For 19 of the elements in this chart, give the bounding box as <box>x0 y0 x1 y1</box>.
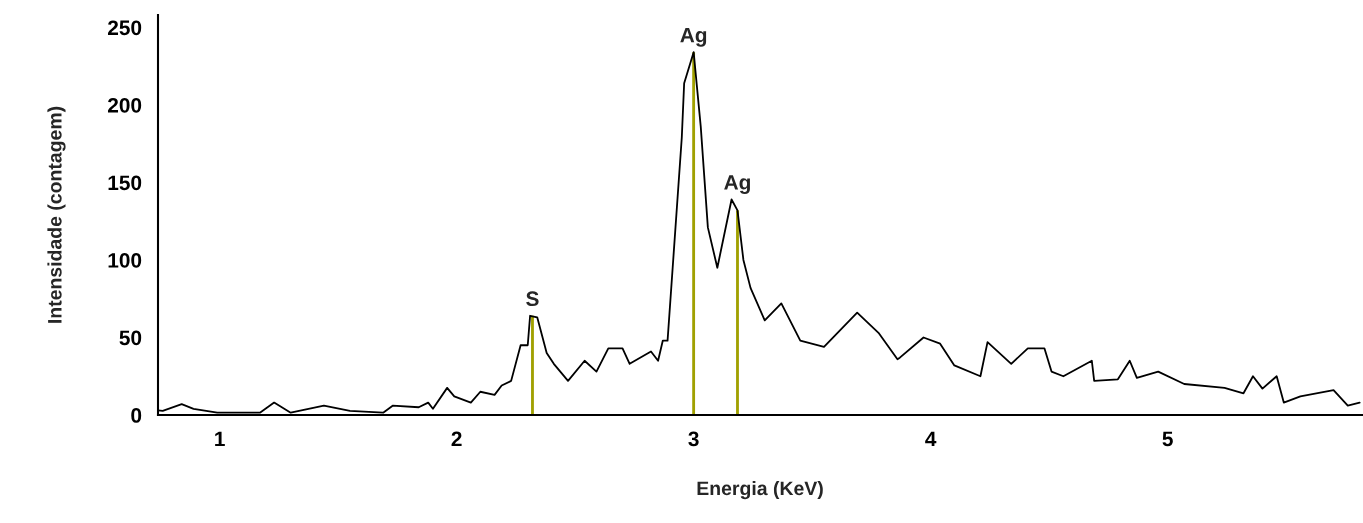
x-tick-label: 5 <box>1162 431 1173 447</box>
x-axis-title: Energia (KeV) <box>697 480 823 500</box>
y-tick-label: 200 <box>107 97 142 113</box>
y-tick-label: 0 <box>131 408 142 423</box>
annotation: Ag <box>680 27 707 47</box>
annotation: S <box>526 291 539 307</box>
bar <box>736 210 739 415</box>
x-tick-label: 4 <box>925 431 937 447</box>
y-tick-label: 150 <box>108 175 142 191</box>
bar <box>531 315 534 415</box>
x-tick-label: 1 <box>215 431 225 447</box>
y-tick-label: 100 <box>108 252 142 268</box>
y-tick-label: 250 <box>107 20 142 36</box>
y-axis-title: Intensidade (contagem) <box>47 106 66 323</box>
bar <box>692 52 696 415</box>
y-tick-label: 50 <box>119 330 142 346</box>
annotation: Ag <box>724 175 750 194</box>
x-tick-label: 3 <box>688 431 699 447</box>
x-tick-label: 2 <box>451 431 462 447</box>
